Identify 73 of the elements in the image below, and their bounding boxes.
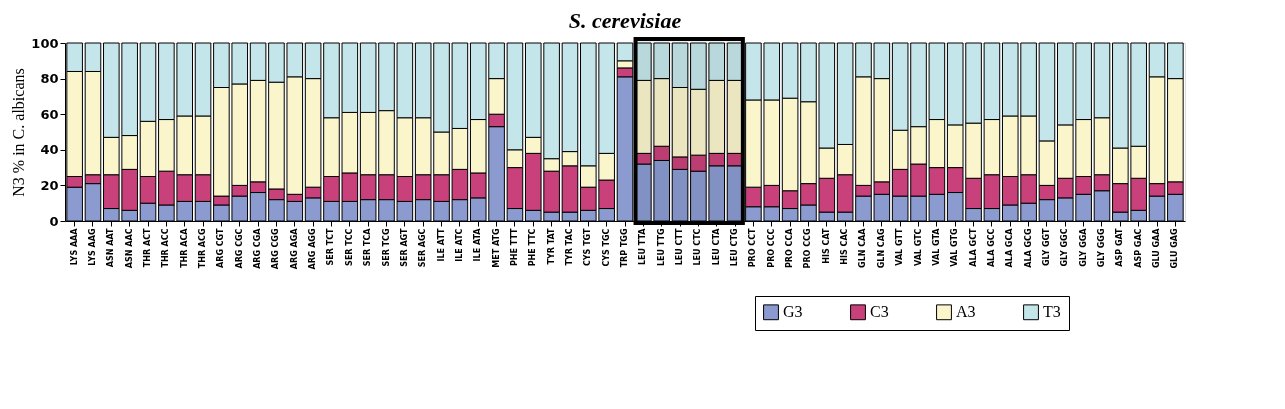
x-tick-label: GLY GGC [1060,228,1070,267]
x-tick-label: SER AGT [399,227,409,267]
x-tick-label: PRO CCC [766,228,776,268]
x-tick-label: TYR TAC [564,228,574,266]
legend-label: T3 [1043,303,1061,321]
x-tick-label: LEU CTT [675,227,685,266]
chart-title: S. cerevisiae [568,8,682,33]
x-tick-label: ALA GCA [1005,227,1015,268]
y-tick-label: 40 [40,142,59,158]
x-tick-label: THR ACT [143,227,153,268]
x-tick-label: ASN AAT [106,227,116,268]
x-tick-label: LEU CTC [693,228,703,266]
x-tick-label: GLY GGA [1078,227,1088,267]
x-tick-label: PRO CCT [748,227,758,268]
x-tick-label: TYR TAT [546,227,556,265]
y-tick-label: 20 [40,177,59,193]
x-tick-label: PRO CCA [785,227,795,269]
x-tick-label: LEU TTA [638,227,648,266]
x-tick-label: VAL GTT [895,227,905,266]
x-tick-label: PHE TTC [528,228,538,267]
legend-label: C3 [870,303,889,321]
x-tick-label: PRO CCG [803,228,813,269]
x-tick-label: LEU TTG [656,228,666,267]
x-tick-label: GLN CAG [876,228,886,269]
x-tick-label: VAL GTC [913,228,923,266]
x-tick-label: ASN AAC [124,228,134,269]
x-tick-label: GLU GAG [1170,228,1180,269]
x-tick-label: CYS TGC [601,228,611,267]
x-tick-label: SER AGC [418,228,428,268]
x-tick-label: LYS AAG [87,228,97,266]
x-tick-label: TRP TGG [620,228,629,268]
x-tick-label: LYS AAA [69,227,79,266]
x-tick-label: VAL GTG [950,228,960,267]
x-tick-label: MET ATG [491,228,501,268]
x-tick-label: SER TCG [381,228,391,267]
x-tick-label: HIS CAT [821,227,831,264]
x-tick-label: ARG AGG [308,228,318,270]
x-tick-label: ALA GCC [986,228,996,268]
x-tick-label: ILE ATC [454,228,464,262]
legend-label: G3 [783,303,803,321]
x-tick-label: LEU CTA [711,227,721,266]
x-tick-label: ARG CGG [271,228,281,270]
x-tick-label: PHE TTT [509,227,519,267]
x-tick-label: ILE ATT [436,227,446,262]
x-tick-label: SER TCC [344,228,354,266]
x-tick-label: GLY GGT [1041,227,1051,266]
x-tick-label: HIS CAC [840,228,850,265]
x-tick-label: THR ACG [198,228,208,269]
y-tick-label: 0 [49,213,59,229]
x-tick-label: SER TCA [363,227,373,267]
x-tick-label: GLY GGG [1096,228,1106,268]
x-tick-label: ARG AGA [289,227,299,270]
x-tick-label: ALA GCG [1023,228,1033,268]
x-tick-label: VAL GTA [931,227,941,266]
y-tick-label: 100 [31,35,59,51]
x-tick-label: ARG CGA [253,227,263,269]
y-axis-title: N3 % in C. albicans [10,68,28,197]
x-tick-label: CYS TGT [583,227,593,267]
x-tick-label: ASP GAC [1133,228,1143,268]
y-tick-label: 80 [40,71,59,87]
x-tick-label: LEU CTG [730,228,740,267]
x-tick-label: ALA GCT [968,227,978,267]
x-tick-label: ILE ATA [473,227,483,262]
x-tick-label: GLN CAA [858,227,868,268]
x-tick-label: ASP GAT [1115,227,1125,267]
x-tick-label: ARG CGC [234,228,244,269]
x-tick-label: THR ACA [179,227,189,268]
y-tick-label: 60 [40,106,59,122]
x-tick-label: SER TCT [326,227,336,266]
legend-label: A3 [956,303,976,321]
x-tick-label: ARG CGT [216,227,226,268]
x-tick-label: THR ACC [161,228,171,268]
x-tick-label: GLU GAA [1152,227,1162,269]
